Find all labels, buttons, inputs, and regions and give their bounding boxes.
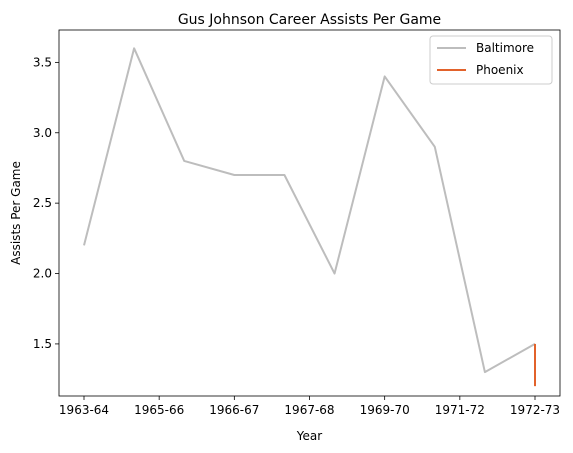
legend-label-baltimore: Baltimore (476, 41, 534, 55)
y-tick-label: 1.5 (33, 337, 52, 351)
x-tick-label: 1969-70 (360, 403, 410, 417)
y-tick-label: 3.5 (33, 55, 52, 69)
series-line-baltimore (83, 47, 536, 374)
x-tick-label: 1963-64 (59, 403, 109, 417)
y-axis-title: Assists Per Game (9, 161, 23, 265)
plot-area (58, 29, 561, 397)
x-tick-label: 1966-67 (209, 403, 259, 417)
y-axis: 1.5 2.0 2.5 3.0 3.5 (33, 55, 59, 351)
x-axis: 1963-64 1965-66 1966-67 1967-68 1969-70 1971-… (59, 396, 560, 417)
x-tick-label: 1972-73 (510, 403, 560, 417)
y-tick-label: 2.5 (33, 196, 52, 210)
x-tick-label: 1965-66 (134, 403, 184, 417)
y-tick-label: 2.0 (33, 267, 52, 281)
legend-label-phoenix: Phoenix (476, 63, 524, 77)
chart-title: Gus Johnson Career Assists Per Game (178, 12, 441, 28)
x-tick-label: 1971-72 (435, 403, 485, 417)
legend: Baltimore Phoenix (429, 35, 553, 85)
y-tick-label: 3.0 (33, 126, 52, 140)
series-lines (83, 47, 536, 387)
x-axis-title: Year (296, 429, 322, 443)
x-tick-label: 1967-68 (284, 403, 334, 417)
